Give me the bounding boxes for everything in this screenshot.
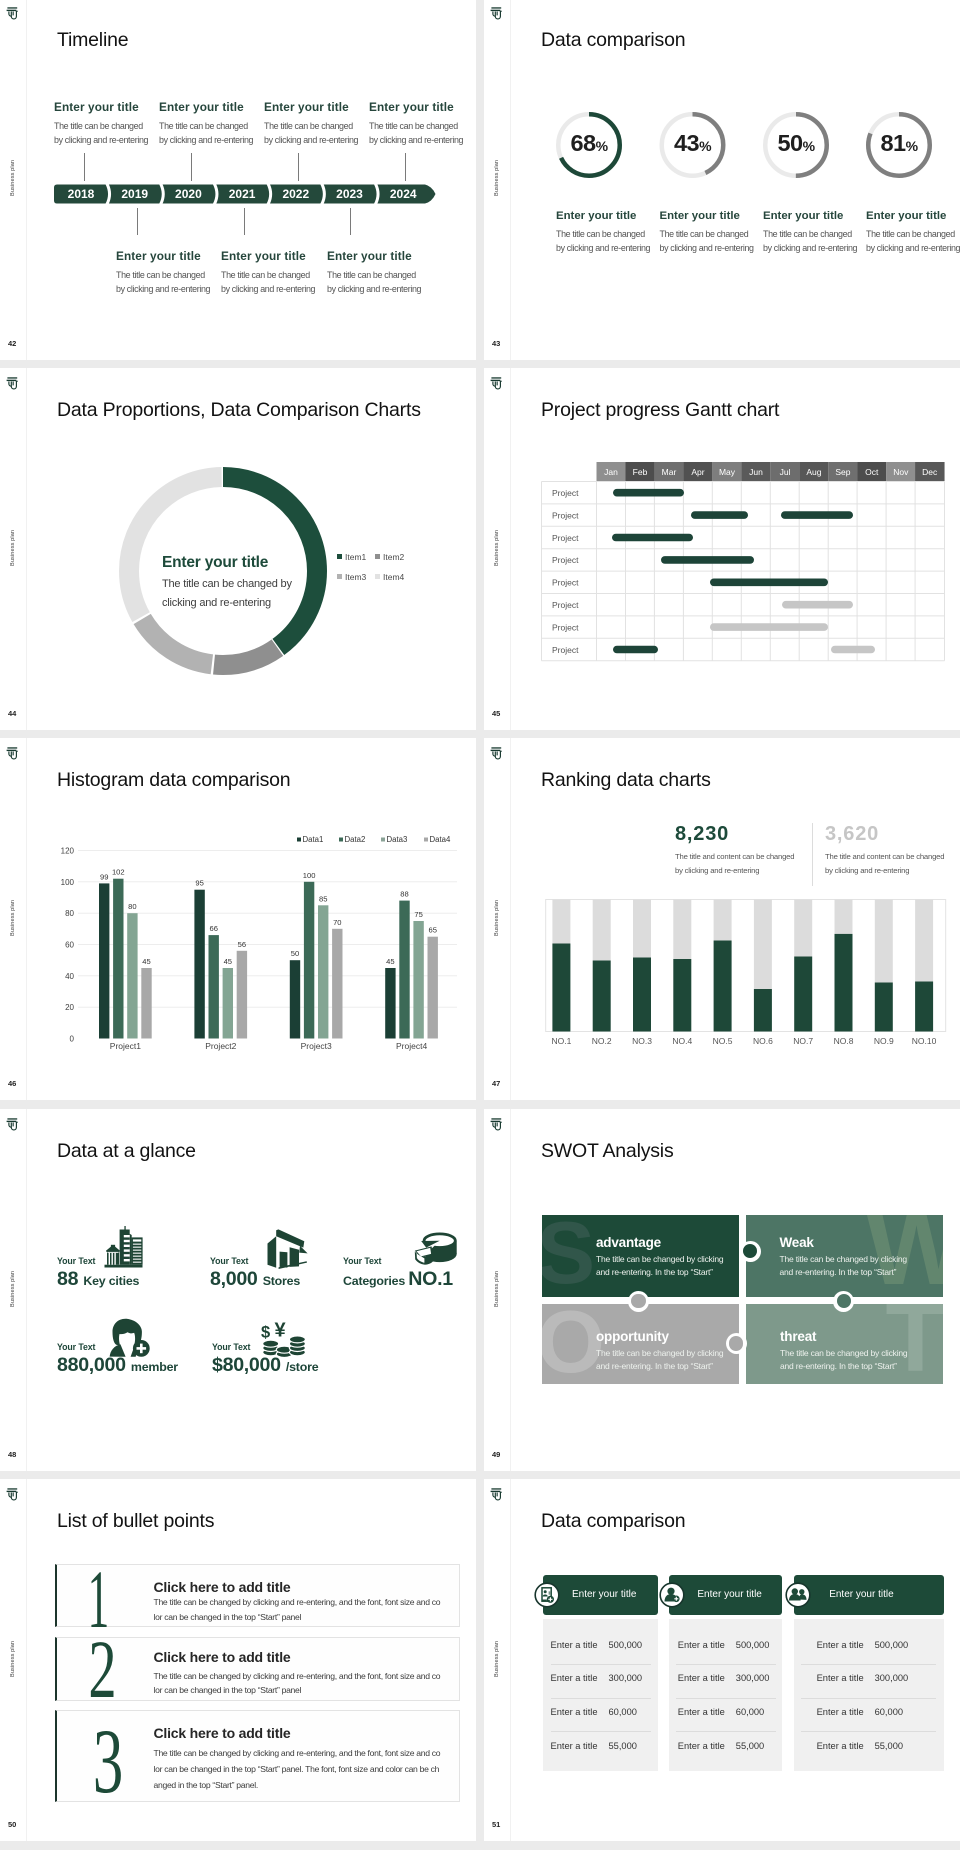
svg-text:Jun: Jun bbox=[749, 467, 763, 477]
svg-text:2022: 2022 bbox=[282, 187, 309, 201]
svg-text:Project: Project bbox=[552, 488, 579, 498]
svg-text:$: $ bbox=[261, 1323, 270, 1341]
svg-text:45: 45 bbox=[224, 957, 232, 966]
svg-text:80: 80 bbox=[128, 902, 136, 911]
svg-text:Project: Project bbox=[552, 555, 579, 565]
svg-text:Item1: Item1 bbox=[345, 552, 367, 562]
svg-text:65: 65 bbox=[428, 925, 436, 934]
svg-text:Project: Project bbox=[552, 622, 579, 632]
svg-text:Data4: Data4 bbox=[430, 835, 451, 844]
svg-text:NO.3: NO.3 bbox=[632, 1036, 652, 1046]
svg-text:Data3: Data3 bbox=[387, 835, 408, 844]
svg-text:Dec: Dec bbox=[922, 467, 938, 477]
svg-text:NO.1: NO.1 bbox=[551, 1036, 571, 1046]
svg-text:Nov: Nov bbox=[893, 467, 909, 477]
svg-text:66: 66 bbox=[209, 924, 217, 933]
svg-text:Apr: Apr bbox=[691, 467, 704, 477]
svg-text:Project: Project bbox=[552, 533, 579, 543]
svg-text:70: 70 bbox=[333, 917, 341, 926]
svg-text:Data1: Data1 bbox=[303, 835, 324, 844]
svg-text:2023: 2023 bbox=[336, 187, 363, 201]
svg-text:Project: Project bbox=[552, 600, 579, 610]
svg-text:99: 99 bbox=[100, 872, 108, 881]
svg-text:56: 56 bbox=[238, 939, 246, 948]
svg-text:100: 100 bbox=[303, 870, 316, 879]
svg-text:120: 120 bbox=[61, 846, 75, 855]
svg-text:Project3: Project3 bbox=[301, 1041, 332, 1051]
svg-text:NO.10: NO.10 bbox=[912, 1036, 937, 1046]
svg-text:Jan: Jan bbox=[604, 467, 618, 477]
svg-text:¥: ¥ bbox=[275, 1321, 287, 1342]
svg-text:Project2: Project2 bbox=[205, 1041, 236, 1051]
svg-text:Aug: Aug bbox=[806, 467, 821, 477]
svg-text:Item3: Item3 bbox=[345, 572, 367, 582]
svg-text:May: May bbox=[719, 467, 736, 477]
svg-text:2020: 2020 bbox=[175, 187, 202, 201]
svg-text:2021: 2021 bbox=[229, 187, 256, 201]
svg-text:Oct: Oct bbox=[865, 467, 879, 477]
svg-text:Project1: Project1 bbox=[110, 1041, 141, 1051]
svg-text:Mar: Mar bbox=[662, 467, 677, 477]
svg-text:Project: Project bbox=[552, 578, 579, 588]
svg-text:NO.4: NO.4 bbox=[672, 1036, 692, 1046]
svg-text:NO.2: NO.2 bbox=[592, 1036, 612, 1046]
svg-text:NO.5: NO.5 bbox=[713, 1036, 733, 1046]
svg-text:Sep: Sep bbox=[835, 467, 850, 477]
svg-text:85: 85 bbox=[319, 894, 327, 903]
svg-text:2024: 2024 bbox=[390, 187, 417, 201]
svg-text:Project: Project bbox=[552, 645, 579, 655]
svg-text:88: 88 bbox=[400, 889, 408, 898]
svg-text:60: 60 bbox=[65, 940, 74, 949]
svg-text:NO.6: NO.6 bbox=[753, 1036, 773, 1046]
svg-text:NO.9: NO.9 bbox=[874, 1036, 894, 1046]
svg-text:75: 75 bbox=[414, 910, 422, 919]
svg-text:95: 95 bbox=[195, 878, 203, 887]
svg-text:Jul: Jul bbox=[780, 467, 791, 477]
svg-text:40: 40 bbox=[65, 971, 74, 980]
svg-text:Item2: Item2 bbox=[383, 552, 405, 562]
svg-text:50: 50 bbox=[291, 949, 299, 958]
svg-text:NO.7: NO.7 bbox=[793, 1036, 813, 1046]
svg-text:80: 80 bbox=[65, 909, 74, 918]
svg-text:2019: 2019 bbox=[121, 187, 148, 201]
svg-text:20: 20 bbox=[65, 1003, 74, 1012]
svg-text:Item4: Item4 bbox=[383, 572, 405, 582]
svg-text:45: 45 bbox=[142, 957, 150, 966]
svg-text:NO.8: NO.8 bbox=[834, 1036, 854, 1046]
svg-text:Data2: Data2 bbox=[345, 835, 366, 844]
svg-text:0: 0 bbox=[70, 1034, 75, 1043]
svg-text:2018: 2018 bbox=[68, 187, 95, 201]
svg-text:45: 45 bbox=[386, 957, 394, 966]
svg-text:Project4: Project4 bbox=[396, 1041, 427, 1051]
svg-text:100: 100 bbox=[61, 877, 75, 886]
svg-text:102: 102 bbox=[112, 867, 125, 876]
svg-text:Project: Project bbox=[552, 510, 579, 520]
svg-text:Feb: Feb bbox=[633, 467, 648, 477]
